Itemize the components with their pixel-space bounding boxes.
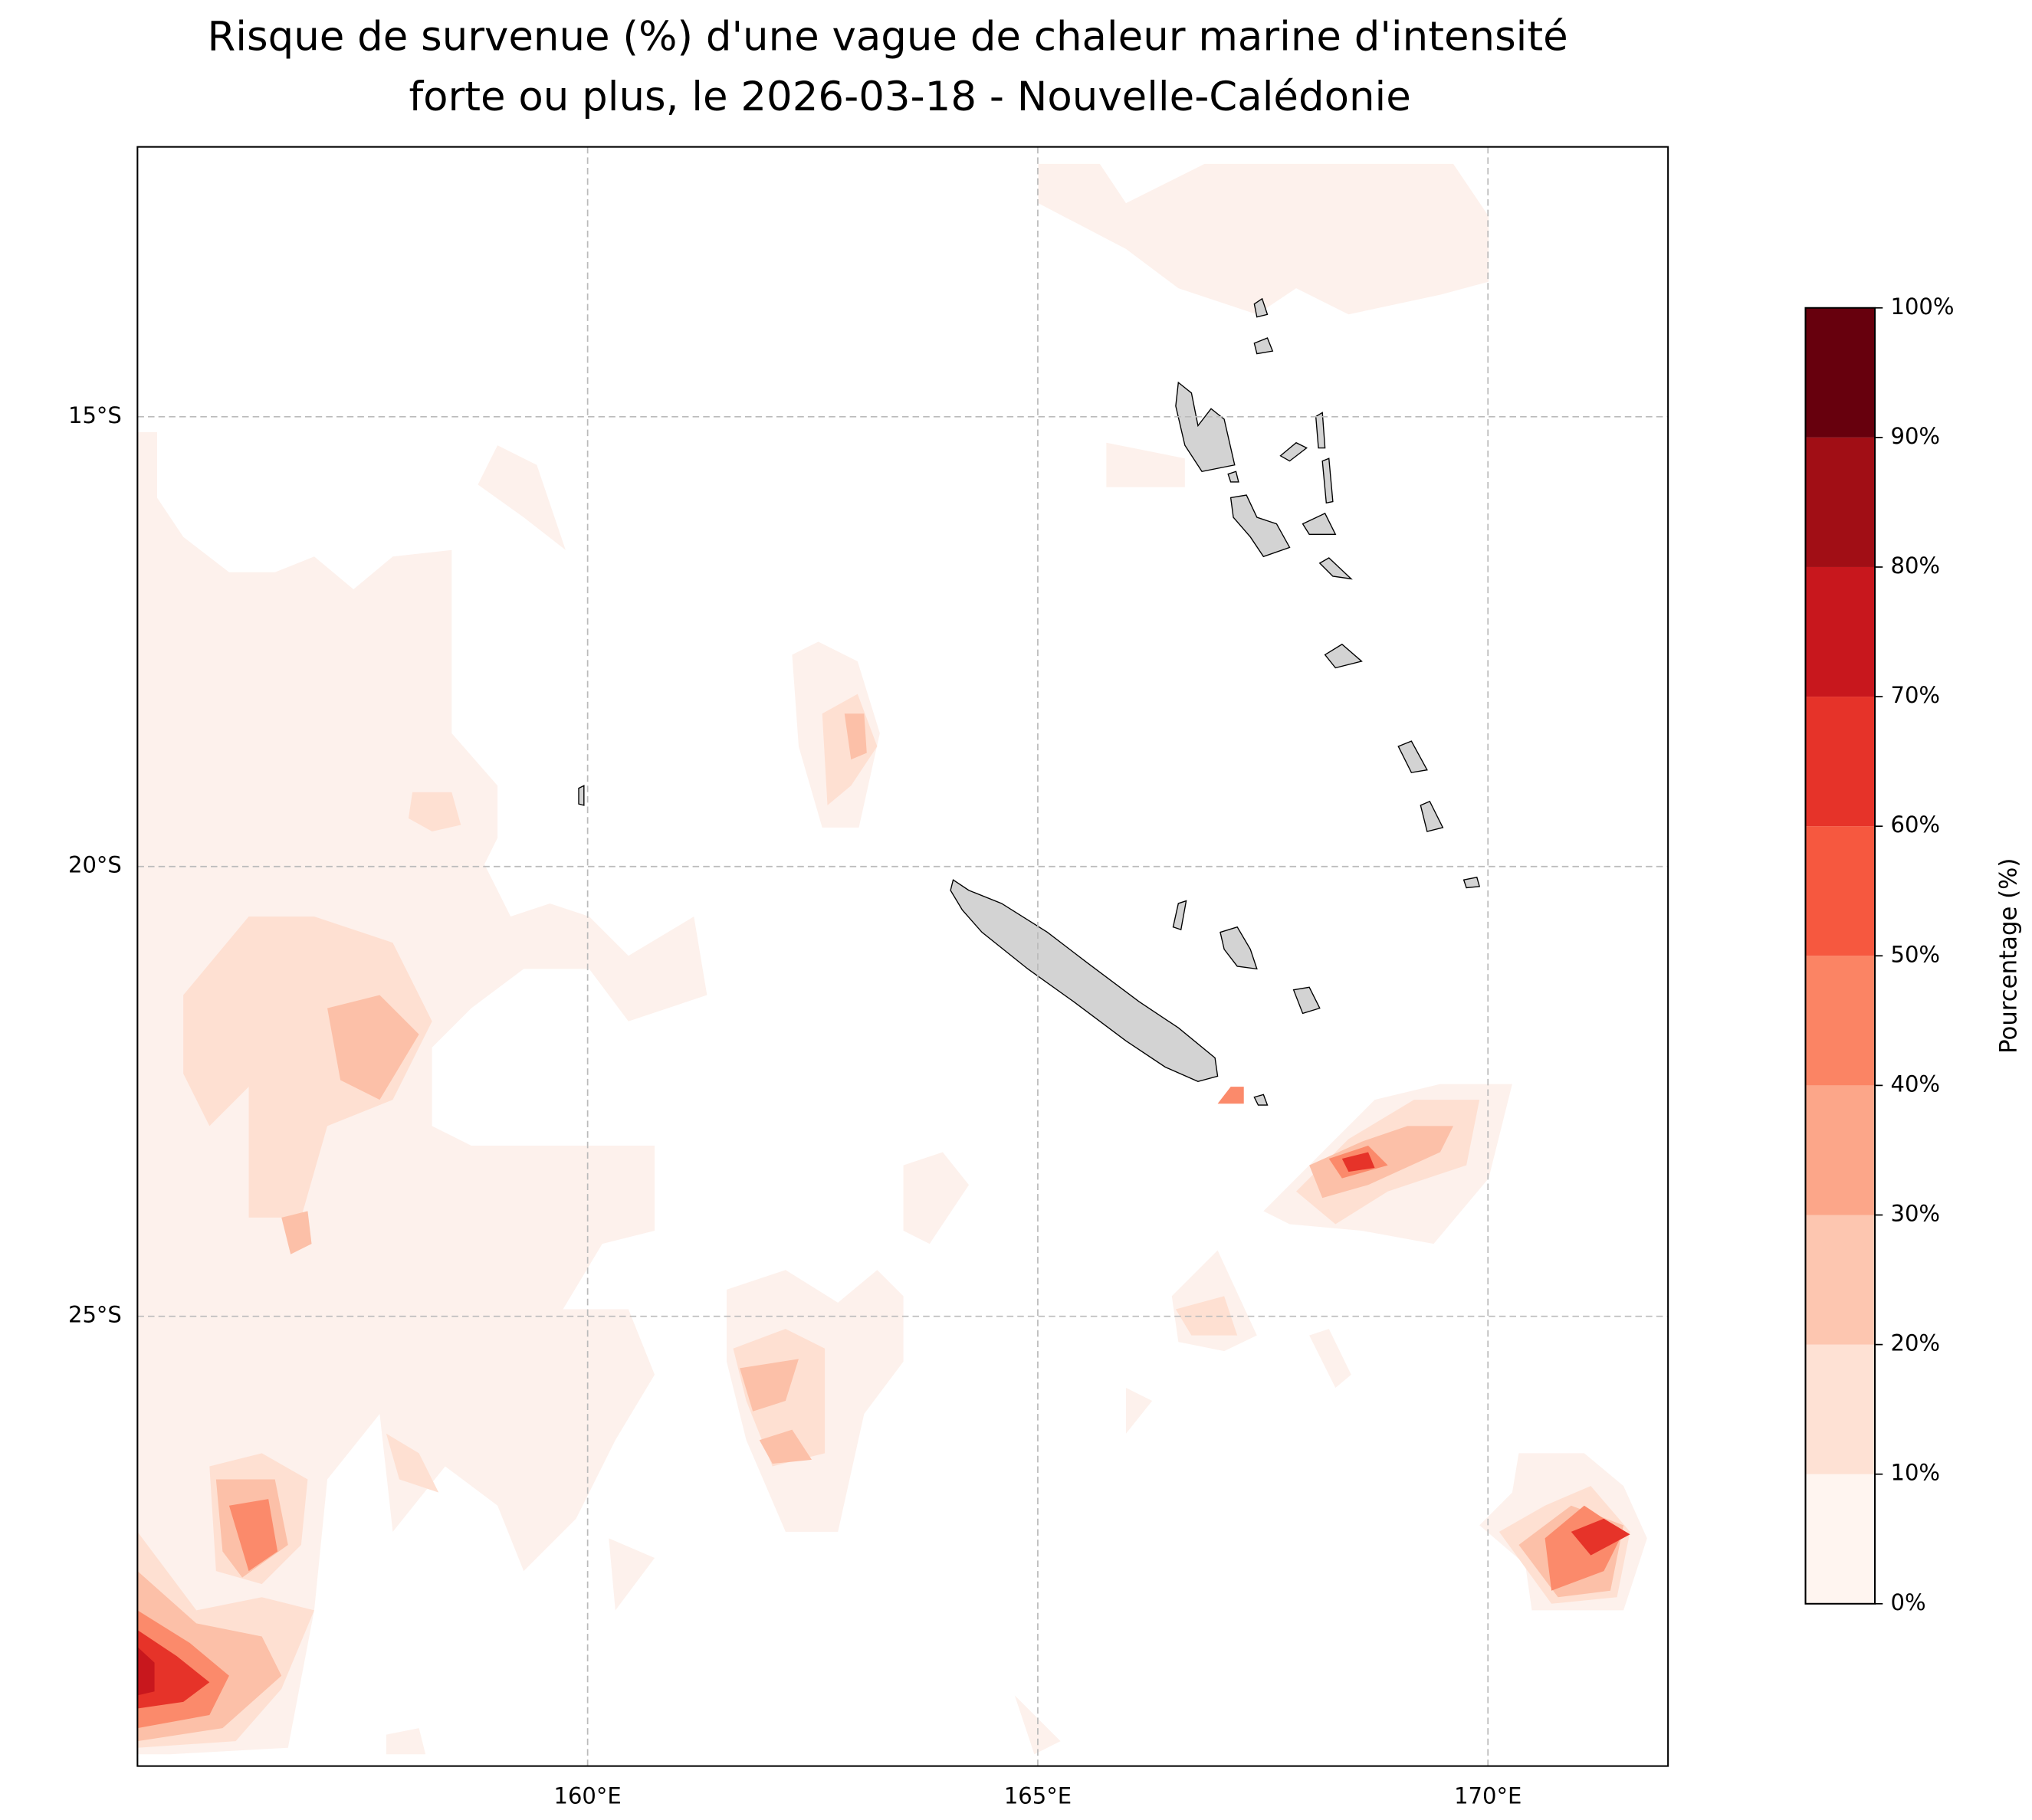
colorbar-band xyxy=(1805,1215,1876,1345)
heat-level-6 xyxy=(137,1647,155,1696)
colorbar-band xyxy=(1805,566,1876,697)
x-tick-label: 170°E xyxy=(1454,1783,1522,1809)
colorbar-band xyxy=(1805,826,1876,956)
plot-frame xyxy=(136,146,1669,1767)
chart-title: Risque de survenue (%) d'une vague de ch… xyxy=(208,13,1568,60)
colorbar-band xyxy=(1805,1085,1876,1215)
y-tick-label: 25°S xyxy=(68,1302,122,1328)
colorbar-tick-label: 60% xyxy=(1891,812,1941,838)
colorbar-band xyxy=(1805,697,1876,827)
colorbar-tick-label: 20% xyxy=(1891,1330,1941,1356)
colorbar-tick-label: 70% xyxy=(1891,682,1941,708)
y-tick-label: 15°S xyxy=(68,402,122,428)
x-tick-label: 160°E xyxy=(554,1783,622,1809)
colorbar-tick-label: 50% xyxy=(1891,941,1941,967)
colorbar-band xyxy=(1805,956,1876,1086)
x-tick-label: 165°E xyxy=(1004,1783,1072,1809)
heat-level-5 xyxy=(137,1152,1630,1709)
land xyxy=(578,297,1481,1106)
colorbar-tick-label: 80% xyxy=(1891,553,1941,579)
colorbar-label: Pourcentage (%) xyxy=(1995,858,2023,1054)
colorbar-tick-label: 100% xyxy=(1891,293,1955,320)
colorbar-tick-label: 30% xyxy=(1891,1200,1941,1226)
colorbar-band xyxy=(1805,437,1876,567)
chart-title: forte ou plus, le 2026-03-18 - Nouvelle-… xyxy=(409,74,1410,120)
heat-field xyxy=(137,163,1647,1755)
colorbar-band xyxy=(1805,1344,1876,1474)
colorbar-band xyxy=(1805,307,1876,438)
grid xyxy=(137,146,1669,1766)
colorbar: 0% 10% 20% 30% 40% 50% 60% 70% 80% 90% 100% xyxy=(1804,293,1955,1615)
y-tick-label: 20°S xyxy=(68,852,122,878)
colorbar-tick-label: 90% xyxy=(1891,423,1941,449)
colorbar-tick-label: 40% xyxy=(1891,1071,1941,1097)
colorbar-band xyxy=(1805,1474,1876,1604)
colorbar-tick-label: 10% xyxy=(1891,1460,1941,1486)
colorbar-tick-label: 0% xyxy=(1891,1589,1926,1615)
